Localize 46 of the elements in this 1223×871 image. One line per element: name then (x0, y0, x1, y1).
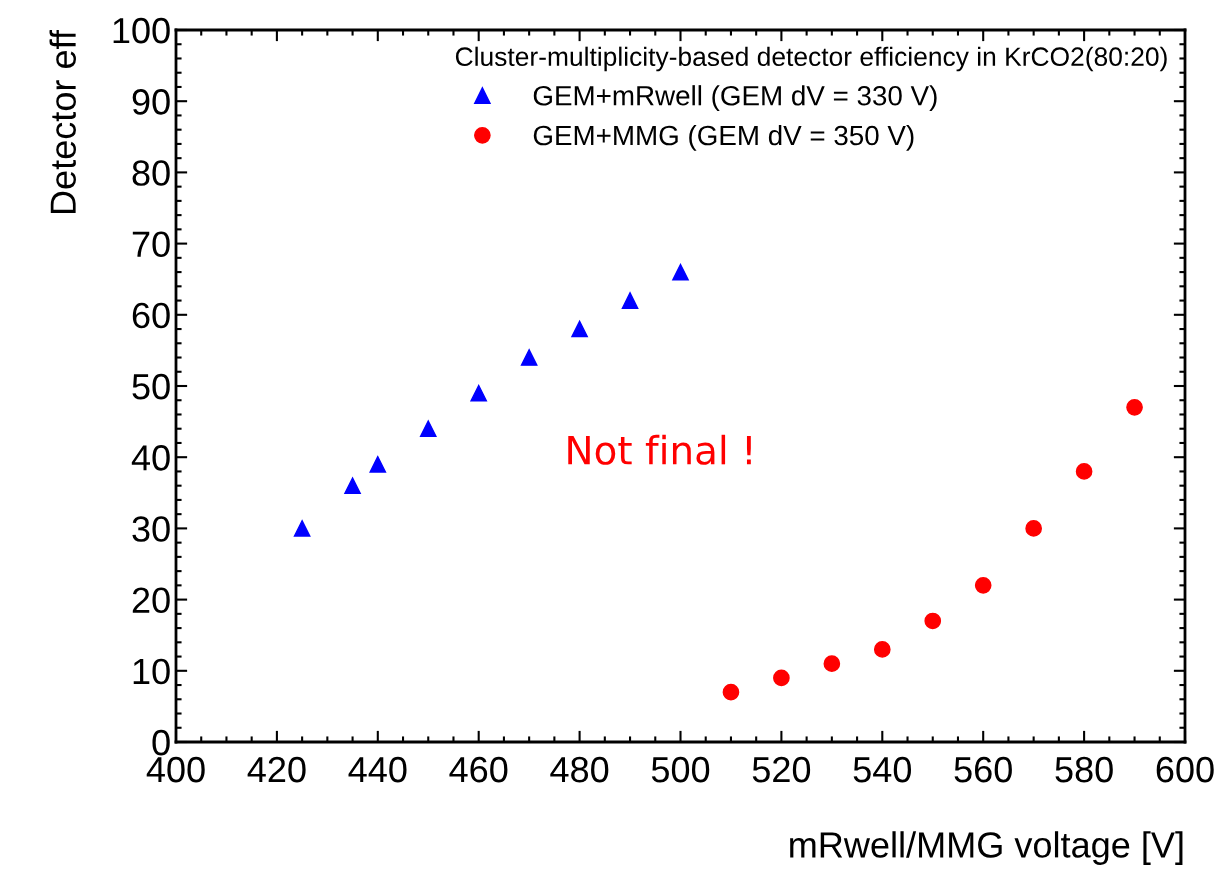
point (369, 455, 387, 473)
point (924, 612, 942, 630)
x-tick-label: 420 (247, 756, 306, 783)
point (520, 349, 538, 366)
x-tick-label: 400 (146, 756, 205, 783)
x-tick-label: 500 (651, 756, 710, 783)
point (1025, 520, 1042, 537)
point (293, 520, 311, 537)
point (571, 320, 588, 338)
y-tick-label: 10 (133, 658, 170, 685)
x-tick-label: 460 (449, 756, 508, 783)
x-tick-label: 520 (752, 756, 811, 783)
point (344, 477, 361, 495)
x-tick-label: 480 (550, 756, 609, 783)
point (722, 683, 740, 701)
point (823, 655, 841, 673)
annotation: Not final ! (568, 434, 751, 465)
y-tick-label: 0 (152, 729, 170, 756)
y-tick-label: 30 (132, 516, 170, 542)
point (419, 420, 437, 438)
x-tick-label: 440 (348, 756, 407, 783)
point (621, 292, 639, 309)
y-tick-label: 90 (132, 89, 170, 115)
point (873, 641, 891, 658)
y-tick-label: 70 (132, 231, 170, 258)
legend-label: GEM+MMG (GEM dV = 350 V) (533, 124, 914, 151)
y-axis-title: Detector eff (49, 29, 76, 214)
x-tick-label: 580 (1055, 756, 1113, 783)
y-tick-label: 50 (132, 373, 170, 400)
legend-label: GEM+mRwell (GEM dV = 330 V) (533, 85, 937, 112)
x-axis-title: mRwell/MMG voltage [V] (790, 831, 1183, 865)
y-tick-label: 20 (132, 587, 170, 614)
y-tick-label: 80 (132, 160, 170, 186)
point (672, 263, 689, 281)
y-tick-label: 100 (113, 17, 170, 44)
x-tick-label: 540 (853, 756, 912, 783)
point (773, 669, 790, 687)
point (470, 384, 488, 402)
y-tick-label: 40 (131, 445, 170, 471)
point (1075, 463, 1093, 480)
x-tick-label: 560 (954, 756, 1012, 783)
point (974, 577, 992, 594)
point (1126, 399, 1143, 416)
y-tick-label: 60 (132, 302, 170, 329)
legend-title: Cluster-multiplicity-based detector efficiency in KrCO2(80:20) (455, 46, 1167, 72)
x-tick-label: 600 (1156, 756, 1214, 783)
